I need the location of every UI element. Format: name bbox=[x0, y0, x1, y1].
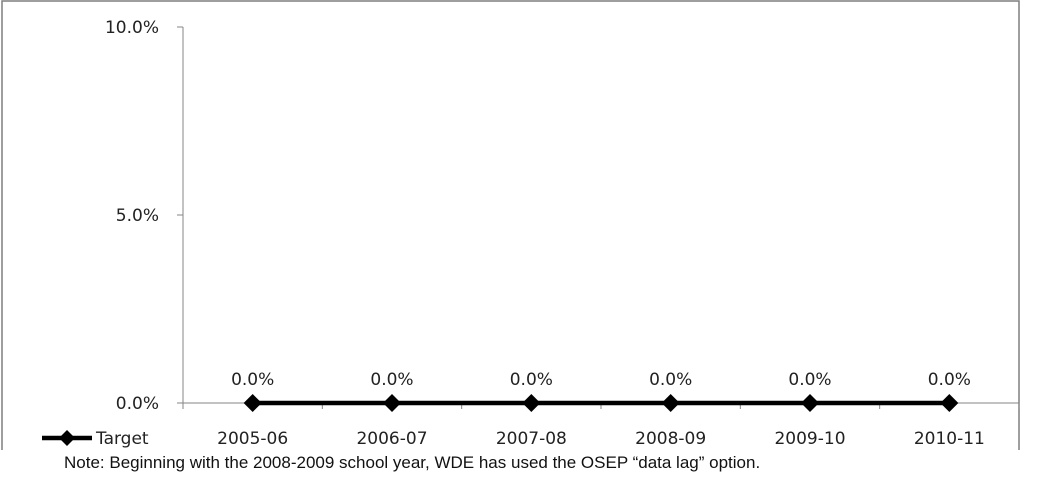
series-target bbox=[243, 394, 959, 412]
data-label: 0.0% bbox=[370, 370, 413, 390]
data-labels: 0.0% 0.0% 0.0% 0.0% 0.0% 0.0% bbox=[231, 370, 971, 390]
data-point bbox=[661, 394, 680, 412]
y-tick-label: 10.0% bbox=[105, 18, 159, 38]
x-tick-label: 2010-11 bbox=[914, 429, 985, 449]
data-point bbox=[383, 394, 401, 412]
data-point bbox=[522, 394, 541, 412]
data-label: 0.0% bbox=[928, 370, 971, 390]
chart-note: Note: Beginning with the 2008-2009 schoo… bbox=[64, 453, 761, 472]
x-tick-label: 2008-09 bbox=[635, 429, 706, 449]
data-label: 0.0% bbox=[231, 370, 274, 390]
legend-label: Target bbox=[95, 429, 149, 449]
y-tick-label: 5.0% bbox=[116, 206, 159, 226]
x-tick-label: 2005-06 bbox=[217, 429, 288, 449]
data-label: 0.0% bbox=[510, 370, 553, 390]
legend-marker bbox=[59, 430, 75, 446]
y-tick-label: 0.0% bbox=[116, 394, 159, 414]
data-point bbox=[243, 394, 262, 412]
legend: Target bbox=[42, 429, 149, 449]
x-tick-label: 2007-08 bbox=[496, 429, 567, 449]
data-label: 0.0% bbox=[649, 370, 692, 390]
data-point bbox=[801, 394, 819, 412]
x-tick-label: 2006-07 bbox=[356, 429, 427, 449]
axes: 0.0% 5.0% 10.0% 2005-06 2006-07 2007-08 2008-0… bbox=[105, 18, 1020, 449]
data-label: 0.0% bbox=[788, 370, 831, 390]
chart: 0.0% 5.0% 10.0% 2005-06 2006-07 2007-08 2008-0… bbox=[1, 0, 1020, 450]
data-point bbox=[940, 394, 959, 412]
chart-frame bbox=[1, 0, 1020, 450]
x-tick-label: 2009-10 bbox=[774, 429, 845, 449]
